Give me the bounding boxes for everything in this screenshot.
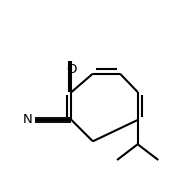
Text: O: O [66, 63, 77, 76]
Text: N: N [23, 113, 33, 126]
